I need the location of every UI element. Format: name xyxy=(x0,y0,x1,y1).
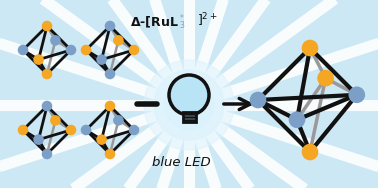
Circle shape xyxy=(18,125,28,135)
Circle shape xyxy=(42,21,52,31)
Circle shape xyxy=(105,149,115,159)
Circle shape xyxy=(113,115,124,126)
Circle shape xyxy=(169,75,209,115)
Circle shape xyxy=(81,125,91,135)
Circle shape xyxy=(349,86,365,103)
Circle shape xyxy=(129,125,139,135)
Circle shape xyxy=(164,80,214,130)
Circle shape xyxy=(302,144,318,160)
Circle shape xyxy=(81,45,91,55)
Circle shape xyxy=(105,69,115,79)
Circle shape xyxy=(105,101,115,111)
Circle shape xyxy=(154,70,224,140)
Circle shape xyxy=(33,54,44,65)
Circle shape xyxy=(289,111,305,128)
Circle shape xyxy=(33,134,44,145)
Circle shape xyxy=(18,45,28,55)
Circle shape xyxy=(42,69,52,79)
Circle shape xyxy=(250,92,266,108)
Circle shape xyxy=(144,60,234,150)
Circle shape xyxy=(66,45,76,55)
Circle shape xyxy=(42,149,52,159)
Circle shape xyxy=(50,115,61,126)
FancyBboxPatch shape xyxy=(183,112,195,122)
Circle shape xyxy=(105,21,115,31)
Circle shape xyxy=(129,45,139,55)
Circle shape xyxy=(317,70,334,86)
Circle shape xyxy=(42,101,52,111)
Text: $_3^{*}$: $_3^{*}$ xyxy=(179,12,185,32)
Circle shape xyxy=(96,134,107,145)
Text: $\mathbf{\Delta}$-[RuL: $\mathbf{\Delta}$-[RuL xyxy=(130,14,179,30)
Circle shape xyxy=(50,35,61,46)
Circle shape xyxy=(302,40,318,56)
Circle shape xyxy=(113,35,124,46)
Circle shape xyxy=(96,54,107,65)
Circle shape xyxy=(66,125,76,135)
Text: ]$^{2+}$: ]$^{2+}$ xyxy=(197,11,218,29)
Text: blue LED: blue LED xyxy=(152,155,211,168)
